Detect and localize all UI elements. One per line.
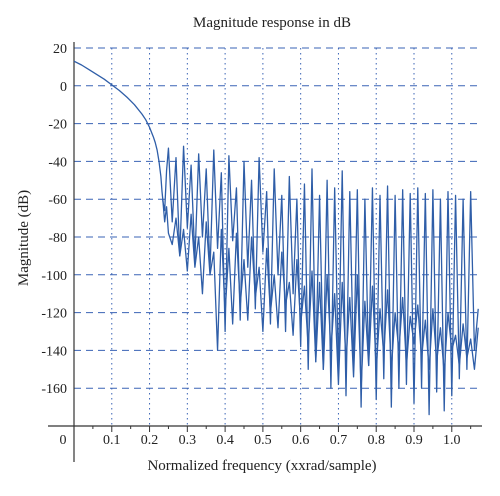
x-tick-label-10: 1.0 xyxy=(443,433,461,448)
x-tick-label-9: 0.9 xyxy=(405,433,423,448)
y-tick-label-2: -20 xyxy=(48,118,67,133)
y-tick-label-0: 20 xyxy=(53,42,67,57)
series-line-0 xyxy=(73,60,479,416)
x-tick-label-1: 0.1 xyxy=(103,433,121,448)
x-tick-label-2: 0.2 xyxy=(141,433,159,448)
y-tick-label-9: -160 xyxy=(41,382,67,397)
x-tick-label-4: 0.4 xyxy=(216,433,234,448)
y-tick-label-5: -80 xyxy=(48,231,67,246)
y-axis-label: Magnitude (dB) xyxy=(16,190,32,286)
x-tick-label-0: 0 xyxy=(60,433,67,448)
y-tick-label-1: 0 xyxy=(60,80,67,95)
x-tick-label-6: 0.6 xyxy=(292,433,310,448)
x-tick-label-7: 0.7 xyxy=(330,433,348,448)
y-tick-label-3: -40 xyxy=(48,155,67,170)
y-tick-label-7: -120 xyxy=(41,307,67,322)
y-tick-label-6: -100 xyxy=(41,269,67,284)
series-layer xyxy=(73,60,479,416)
x-tick-label-3: 0.3 xyxy=(179,433,197,448)
x-tick-label-5: 0.5 xyxy=(254,433,272,448)
chart-title: Magnitude response in dB xyxy=(193,15,351,31)
series-line-1 xyxy=(162,199,479,389)
x-axis-label: Normalized frequency (xxrad/sample) xyxy=(147,458,376,474)
x-tick-label-8: 0.8 xyxy=(367,433,385,448)
y-tick-label-8: -140 xyxy=(41,344,67,359)
axis-layer xyxy=(48,42,482,462)
y-tick-label-4: -60 xyxy=(48,193,67,208)
tick-layer: 20 0 -20 -40 -60 -80 -100 -120 -140 -160 0 0.1 0.2 0.… xyxy=(41,42,460,448)
